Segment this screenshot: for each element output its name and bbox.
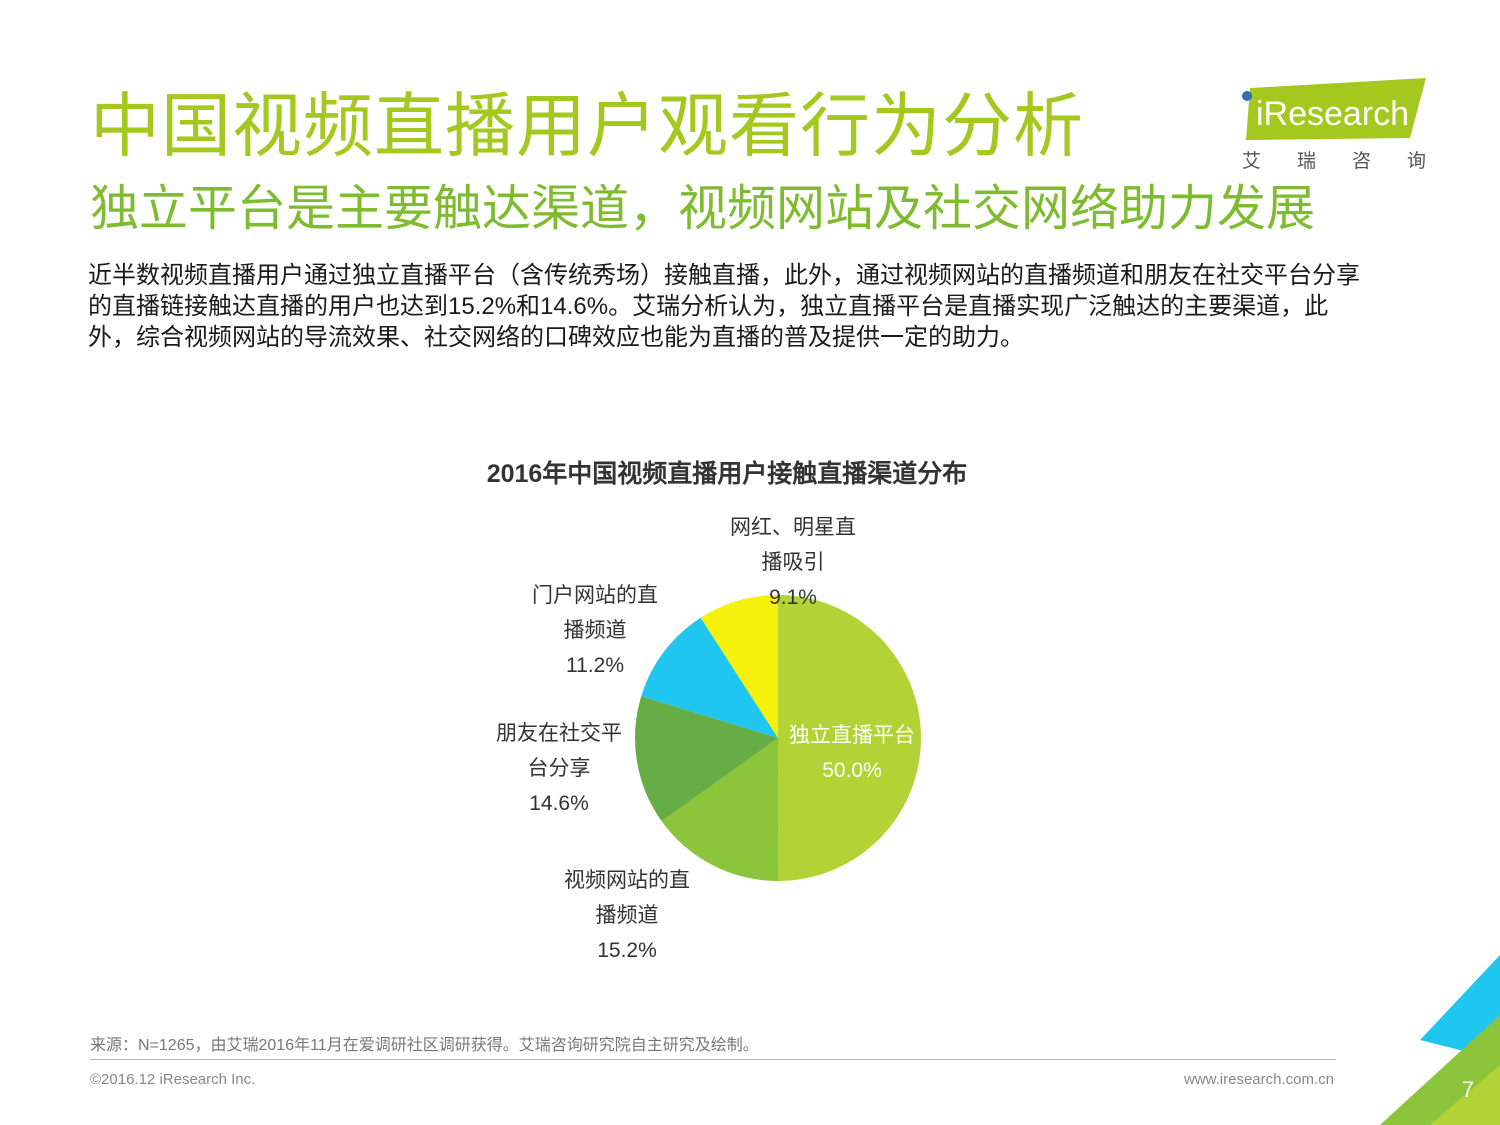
copyright: ©2016.12 iResearch Inc. xyxy=(90,1071,256,1088)
source-note: 来源：N=1265，由艾瑞2016年11月在爱调研社区调研获得。艾瑞咨询研究院自… xyxy=(90,1037,759,1054)
logo-banner xyxy=(1246,78,1426,140)
corner-lime-triangle xyxy=(1430,1065,1500,1125)
description-line: 的直播链接触达直播的用户也达到15.2%和14.6%。艾瑞分析认为，独立直播平台… xyxy=(88,293,1329,320)
page-subtitle: 独立平台是主要触达渠道，视频网站及社交网络助力发展 xyxy=(90,182,1316,236)
slice-label-line: 视频网站的直 xyxy=(564,869,690,892)
slice-value-label: 11.2% xyxy=(566,654,624,677)
website-link[interactable]: www.iresearch.com.cn xyxy=(1183,1071,1334,1088)
description: 近半数视频直播用户通过独立直播平台（含传统秀场）接触直播，此外，通过视频网站的直… xyxy=(88,260,1428,353)
logo-cn-char: 艾 xyxy=(1242,151,1264,172)
slice-label-line: 独立直播平台 xyxy=(789,724,915,747)
logo-cn-text: 艾 瑞 咨 询 xyxy=(1242,146,1428,173)
slice-label-influencer: 网红、明星直 播吸引 9.1% xyxy=(703,510,883,615)
slice-label-line: 网红、明星直 xyxy=(730,516,856,539)
slice-independent-platform xyxy=(778,595,921,881)
slice-social-share xyxy=(635,696,778,822)
slice-value-label: 15.2% xyxy=(597,939,657,962)
corner-decoration xyxy=(1380,955,1500,1125)
slice-label-portal: 门户网站的直 播频道 11.2% xyxy=(505,578,685,683)
description-line: 外，综合视频网站的导流效果、社交网络的口碑效应也能为直播的普及提供一定的助力。 xyxy=(88,324,1024,351)
slice-label-line: 播频道 xyxy=(563,619,627,642)
description-line: 近半数视频直播用户通过独立直播平台（含传统秀场）接触直播，此外，通过视频网站的直… xyxy=(88,262,1360,289)
slice-label-line: 朋友在社交平 xyxy=(496,722,622,745)
slice-label-line: 播频道 xyxy=(595,904,659,927)
slice-value-label: 14.6% xyxy=(529,792,589,815)
slice-label-social: 朋友在社交平 台分享 14.6% xyxy=(469,716,649,821)
slice-label-independent: 独立直播平台 50.0% xyxy=(762,718,942,788)
logo-dot xyxy=(1242,91,1252,101)
logo-cn-char: 咨 xyxy=(1351,151,1373,172)
footer-divider xyxy=(90,1059,1336,1060)
page-number: 7 xyxy=(1461,1077,1474,1102)
slice-portal-site xyxy=(641,617,778,738)
page-title: 中国视频直播用户观看行为分析 xyxy=(90,87,1084,165)
iresearch-logo: iResearch xyxy=(1242,78,1426,140)
slice-value-label: 50.0% xyxy=(822,759,882,782)
chart-title: 2016年中国视频直播用户接触直播渠道分布 xyxy=(486,460,968,488)
slice-influencer xyxy=(700,595,778,738)
slice-video-site xyxy=(661,738,779,881)
slice-label-line: 播吸引 xyxy=(761,551,825,574)
logo-brand-text: iResearch xyxy=(1256,95,1409,133)
slice-label-video-site: 视频网站的直 播频道 15.2% xyxy=(537,863,717,968)
slice-label-line: 台分享 xyxy=(527,757,591,780)
logo-cn-char: 询 xyxy=(1406,151,1428,172)
slice-value-label: 9.1% xyxy=(769,586,817,609)
slice-label-line: 门户网站的直 xyxy=(532,584,658,607)
logo-cn-char: 瑞 xyxy=(1296,151,1318,172)
